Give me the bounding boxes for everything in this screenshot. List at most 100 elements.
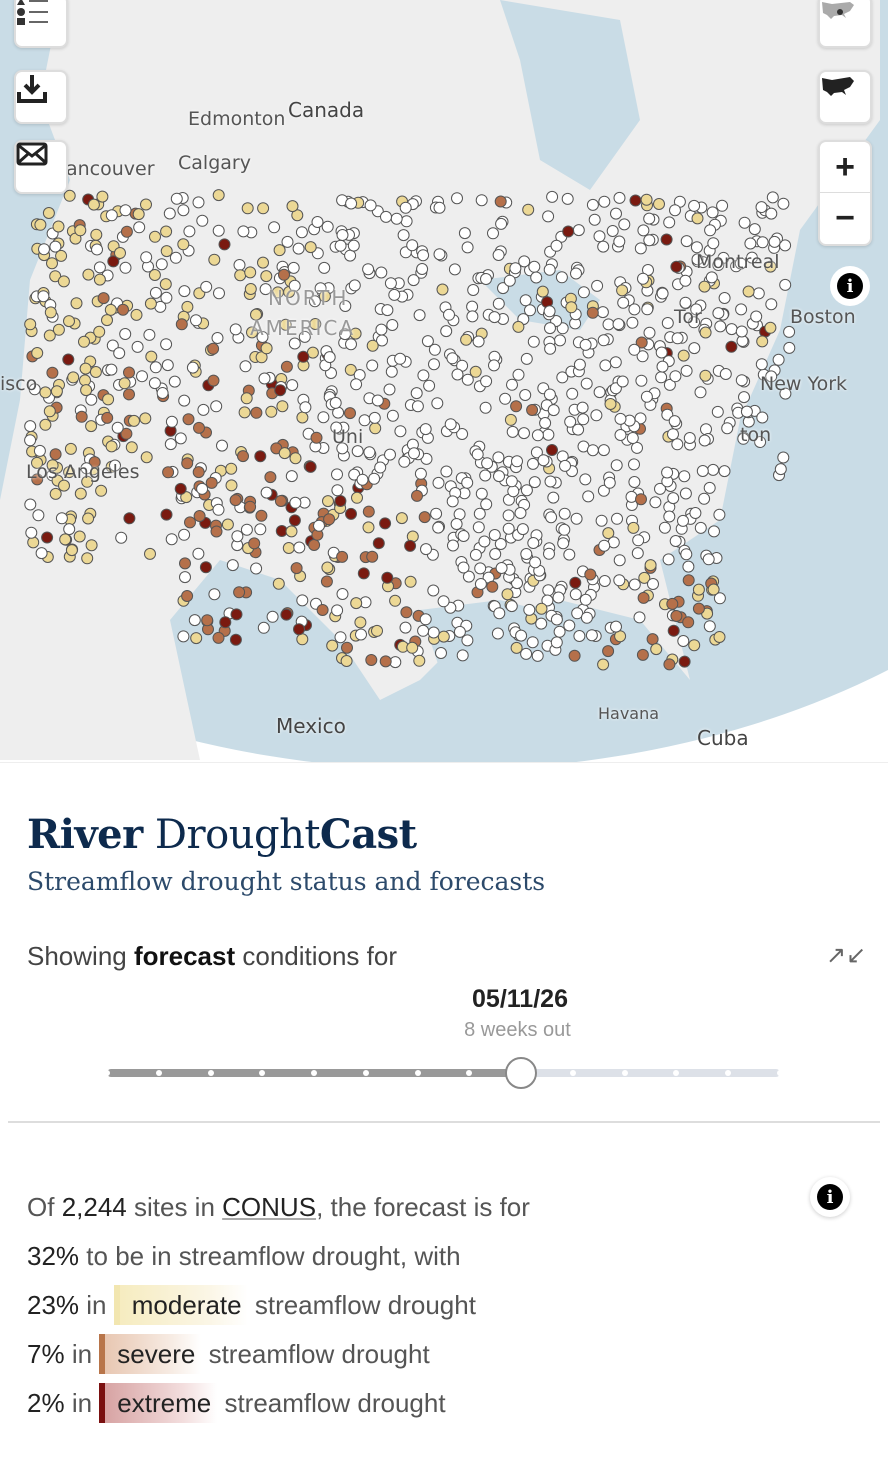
site-marker[interactable]: [63, 523, 76, 536]
site-marker[interactable]: [226, 559, 239, 572]
site-marker[interactable]: [336, 550, 349, 563]
site-marker[interactable]: [358, 414, 371, 427]
site-marker[interactable]: [716, 199, 729, 212]
site-marker[interactable]: [174, 482, 187, 495]
site-marker[interactable]: [610, 620, 622, 633]
site-marker[interactable]: [177, 630, 190, 643]
site-marker[interactable]: [610, 207, 622, 220]
site-marker[interactable]: [292, 242, 305, 255]
site-marker[interactable]: [43, 405, 56, 418]
site-marker[interactable]: [694, 521, 707, 534]
site-marker[interactable]: [322, 495, 334, 508]
site-marker[interactable]: [278, 268, 290, 281]
slider-tick[interactable]: [414, 1070, 421, 1076]
site-marker[interactable]: [547, 491, 560, 504]
site-marker[interactable]: [57, 275, 70, 288]
site-marker[interactable]: [67, 371, 80, 384]
site-marker[interactable]: [474, 562, 487, 575]
site-marker[interactable]: [427, 626, 440, 639]
site-marker[interactable]: [571, 607, 584, 620]
site-marker[interactable]: [216, 439, 228, 452]
site-marker[interactable]: [420, 543, 432, 556]
site-marker[interactable]: [233, 586, 246, 599]
site-marker[interactable]: [336, 229, 349, 241]
site-marker[interactable]: [414, 467, 427, 480]
forecast-week-slider[interactable]: [104, 1057, 783, 1089]
site-marker[interactable]: [102, 393, 115, 406]
site-marker[interactable]: [160, 225, 173, 238]
site-marker[interactable]: [631, 547, 644, 560]
site-marker[interactable]: [140, 451, 153, 464]
site-marker[interactable]: [569, 576, 582, 589]
site-marker[interactable]: [144, 297, 157, 310]
site-marker[interactable]: [278, 447, 291, 460]
site-marker[interactable]: [376, 334, 388, 347]
site-marker[interactable]: [545, 511, 558, 524]
site-marker[interactable]: [451, 192, 463, 205]
site-marker[interactable]: [384, 448, 396, 461]
site-marker[interactable]: [546, 190, 559, 203]
site-marker[interactable]: [87, 198, 100, 211]
site-marker[interactable]: [447, 539, 459, 552]
site-marker[interactable]: [119, 328, 132, 340]
site-marker[interactable]: [417, 624, 430, 637]
site-marker[interactable]: [514, 507, 527, 519]
site-marker[interactable]: [591, 279, 604, 292]
site-marker[interactable]: [196, 214, 209, 227]
site-marker[interactable]: [735, 325, 748, 338]
site-marker[interactable]: [123, 388, 135, 401]
site-marker[interactable]: [229, 494, 242, 507]
slider-tick[interactable]: [569, 1070, 576, 1076]
site-marker[interactable]: [207, 342, 220, 355]
site-marker[interactable]: [460, 333, 473, 346]
site-marker[interactable]: [44, 306, 57, 319]
site-marker[interactable]: [271, 286, 284, 299]
site-marker[interactable]: [304, 241, 317, 254]
site-marker[interactable]: [597, 444, 610, 457]
site-marker[interactable]: [117, 303, 129, 316]
site-marker[interactable]: [504, 413, 517, 426]
site-marker[interactable]: [225, 462, 238, 475]
site-marker[interactable]: [155, 258, 168, 271]
site-marker[interactable]: [148, 377, 161, 390]
site-marker[interactable]: [497, 282, 509, 295]
site-marker[interactable]: [650, 643, 663, 656]
site-marker[interactable]: [383, 383, 396, 396]
site-marker[interactable]: [288, 514, 301, 527]
site-marker[interactable]: [631, 441, 643, 454]
site-marker[interactable]: [679, 487, 692, 500]
site-marker[interactable]: [210, 400, 223, 413]
site-marker[interactable]: [78, 335, 90, 348]
site-marker[interactable]: [120, 225, 133, 238]
site-marker[interactable]: [419, 613, 432, 626]
site-marker[interactable]: [241, 202, 254, 215]
site-marker[interactable]: [369, 422, 382, 435]
site-marker[interactable]: [643, 234, 656, 247]
site-marker[interactable]: [428, 343, 441, 356]
site-marker[interactable]: [357, 567, 370, 580]
site-marker[interactable]: [531, 429, 544, 442]
site-marker[interactable]: [106, 339, 119, 352]
site-marker[interactable]: [444, 418, 457, 431]
site-marker[interactable]: [419, 423, 432, 436]
site-marker[interactable]: [213, 287, 225, 300]
site-marker[interactable]: [178, 285, 191, 298]
site-marker[interactable]: [428, 358, 440, 371]
site-marker[interactable]: [123, 366, 135, 379]
email-button[interactable]: [14, 140, 68, 194]
site-marker[interactable]: [530, 271, 543, 284]
site-marker[interactable]: [742, 285, 755, 298]
site-marker[interactable]: [479, 401, 492, 414]
site-marker[interactable]: [218, 238, 231, 251]
site-marker[interactable]: [52, 323, 65, 336]
site-marker[interactable]: [79, 362, 92, 375]
site-marker[interactable]: [65, 544, 78, 557]
site-marker[interactable]: [699, 326, 712, 339]
site-marker[interactable]: [580, 377, 593, 390]
site-marker[interactable]: [205, 476, 218, 489]
site-marker[interactable]: [331, 484, 344, 497]
site-marker[interactable]: [610, 459, 623, 472]
site-marker[interactable]: [33, 444, 46, 457]
site-marker[interactable]: [323, 513, 336, 526]
site-marker[interactable]: [115, 531, 128, 544]
